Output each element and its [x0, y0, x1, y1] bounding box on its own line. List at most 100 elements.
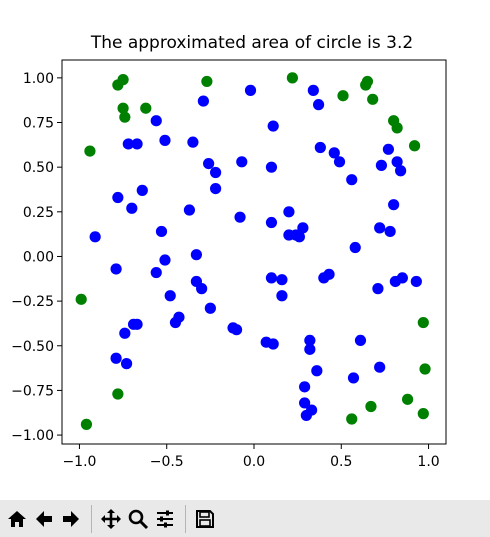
- data-point: [204, 302, 216, 314]
- sliders-icon: [157, 510, 173, 527]
- data-point: [136, 184, 148, 196]
- data-point: [190, 249, 202, 261]
- y-tick-label: 1.00: [23, 71, 54, 87]
- data-point: [164, 290, 176, 302]
- y-tick-label: −1.00: [11, 428, 54, 444]
- data-point: [391, 122, 403, 134]
- data-point: [304, 334, 316, 347]
- magnifier-icon: [128, 509, 149, 529]
- data-point: [120, 358, 133, 370]
- y-tick-label: 0.25: [23, 205, 54, 221]
- data-point: [417, 408, 429, 420]
- data-point: [159, 254, 171, 266]
- data-point: [112, 388, 124, 400]
- configure-button[interactable]: [152, 506, 178, 532]
- data-point: [265, 216, 278, 229]
- data-point: [210, 166, 222, 179]
- data-point: [286, 72, 298, 84]
- y-tick-label: −0.75: [11, 383, 54, 399]
- data-point: [159, 134, 171, 146]
- pan-button[interactable]: [98, 506, 124, 532]
- data-point: [234, 211, 246, 223]
- move-icon: [101, 508, 121, 529]
- data-point: [307, 84, 319, 96]
- data-point: [140, 102, 152, 114]
- data-point: [391, 156, 403, 168]
- home-button[interactable]: [4, 506, 30, 532]
- y-tick-label: −0.25: [11, 294, 54, 310]
- data-point: [276, 290, 288, 302]
- data-point: [283, 229, 295, 241]
- x-tick-label: −0.5: [150, 454, 184, 470]
- data-point: [267, 338, 279, 350]
- floppy-disk-icon: [196, 509, 214, 528]
- data-point: [374, 361, 386, 373]
- data-point: [267, 120, 279, 132]
- data-point: [346, 413, 358, 425]
- data-point: [119, 327, 131, 339]
- data-point: [365, 400, 377, 413]
- save-button[interactable]: [192, 506, 218, 532]
- data-point: [374, 222, 386, 234]
- data-point: [410, 275, 422, 288]
- plot-area: −1.0 −0.5 0.0 0.5 1.0 −1.00 −0.75 −0.50 −0.25 0.0…: [11, 59, 447, 470]
- data-point: [367, 93, 379, 105]
- data-point: [244, 84, 257, 96]
- data-point: [187, 136, 199, 148]
- data-point: [395, 165, 407, 177]
- data-point: [89, 231, 101, 243]
- data-point: [375, 159, 388, 171]
- data-point: [304, 343, 316, 355]
- data-point: [312, 99, 325, 111]
- data-point: [333, 156, 346, 168]
- data-point: [299, 397, 311, 409]
- data-point: [361, 75, 374, 88]
- data-point: [311, 365, 323, 377]
- data-point: [117, 74, 129, 86]
- x-tick-label: 0.0: [243, 454, 265, 470]
- back-button[interactable]: [31, 506, 57, 532]
- forward-button[interactable]: [58, 506, 84, 532]
- x-tick-label: 0.5: [330, 454, 352, 470]
- arrow-right-icon: [63, 510, 79, 527]
- data-point: [346, 174, 358, 186]
- data-point: [384, 225, 396, 238]
- data-point: [337, 90, 349, 102]
- data-point: [196, 283, 208, 295]
- data-point: [117, 102, 129, 114]
- y-tick-label: 0.75: [23, 116, 54, 132]
- data-point: [388, 199, 400, 211]
- data-point: [408, 140, 421, 152]
- data-point: [297, 222, 309, 234]
- toolbar-separator: [91, 504, 92, 533]
- data-point: [347, 372, 360, 384]
- data-point: [119, 111, 131, 123]
- data-point: [183, 204, 196, 216]
- toolbar-separator: [185, 504, 186, 533]
- data-point: [372, 283, 384, 295]
- data-point: [131, 318, 143, 330]
- zoom-button[interactable]: [125, 506, 151, 532]
- y-tick-label: −0.50: [11, 339, 54, 355]
- data-point: [150, 115, 162, 127]
- data-point: [323, 268, 335, 280]
- data-point: [155, 225, 168, 238]
- data-point: [328, 147, 340, 159]
- data-point: [131, 138, 143, 150]
- y-tick-label: 0.50: [23, 160, 54, 176]
- data-point: [84, 145, 96, 157]
- data-point: [354, 334, 367, 347]
- data-point: [126, 202, 138, 214]
- data-point: [122, 138, 134, 150]
- data-point: [197, 95, 209, 107]
- data-point: [150, 266, 162, 279]
- data-point: [283, 206, 295, 218]
- data-point: [396, 272, 408, 284]
- home-icon: [8, 510, 26, 527]
- data-point: [236, 156, 248, 168]
- data-point: [230, 324, 243, 336]
- chart-title: The approximated area of circle is 3.2: [90, 33, 413, 53]
- data-point: [276, 274, 288, 286]
- data-point: [75, 293, 87, 305]
- data-point: [169, 316, 182, 329]
